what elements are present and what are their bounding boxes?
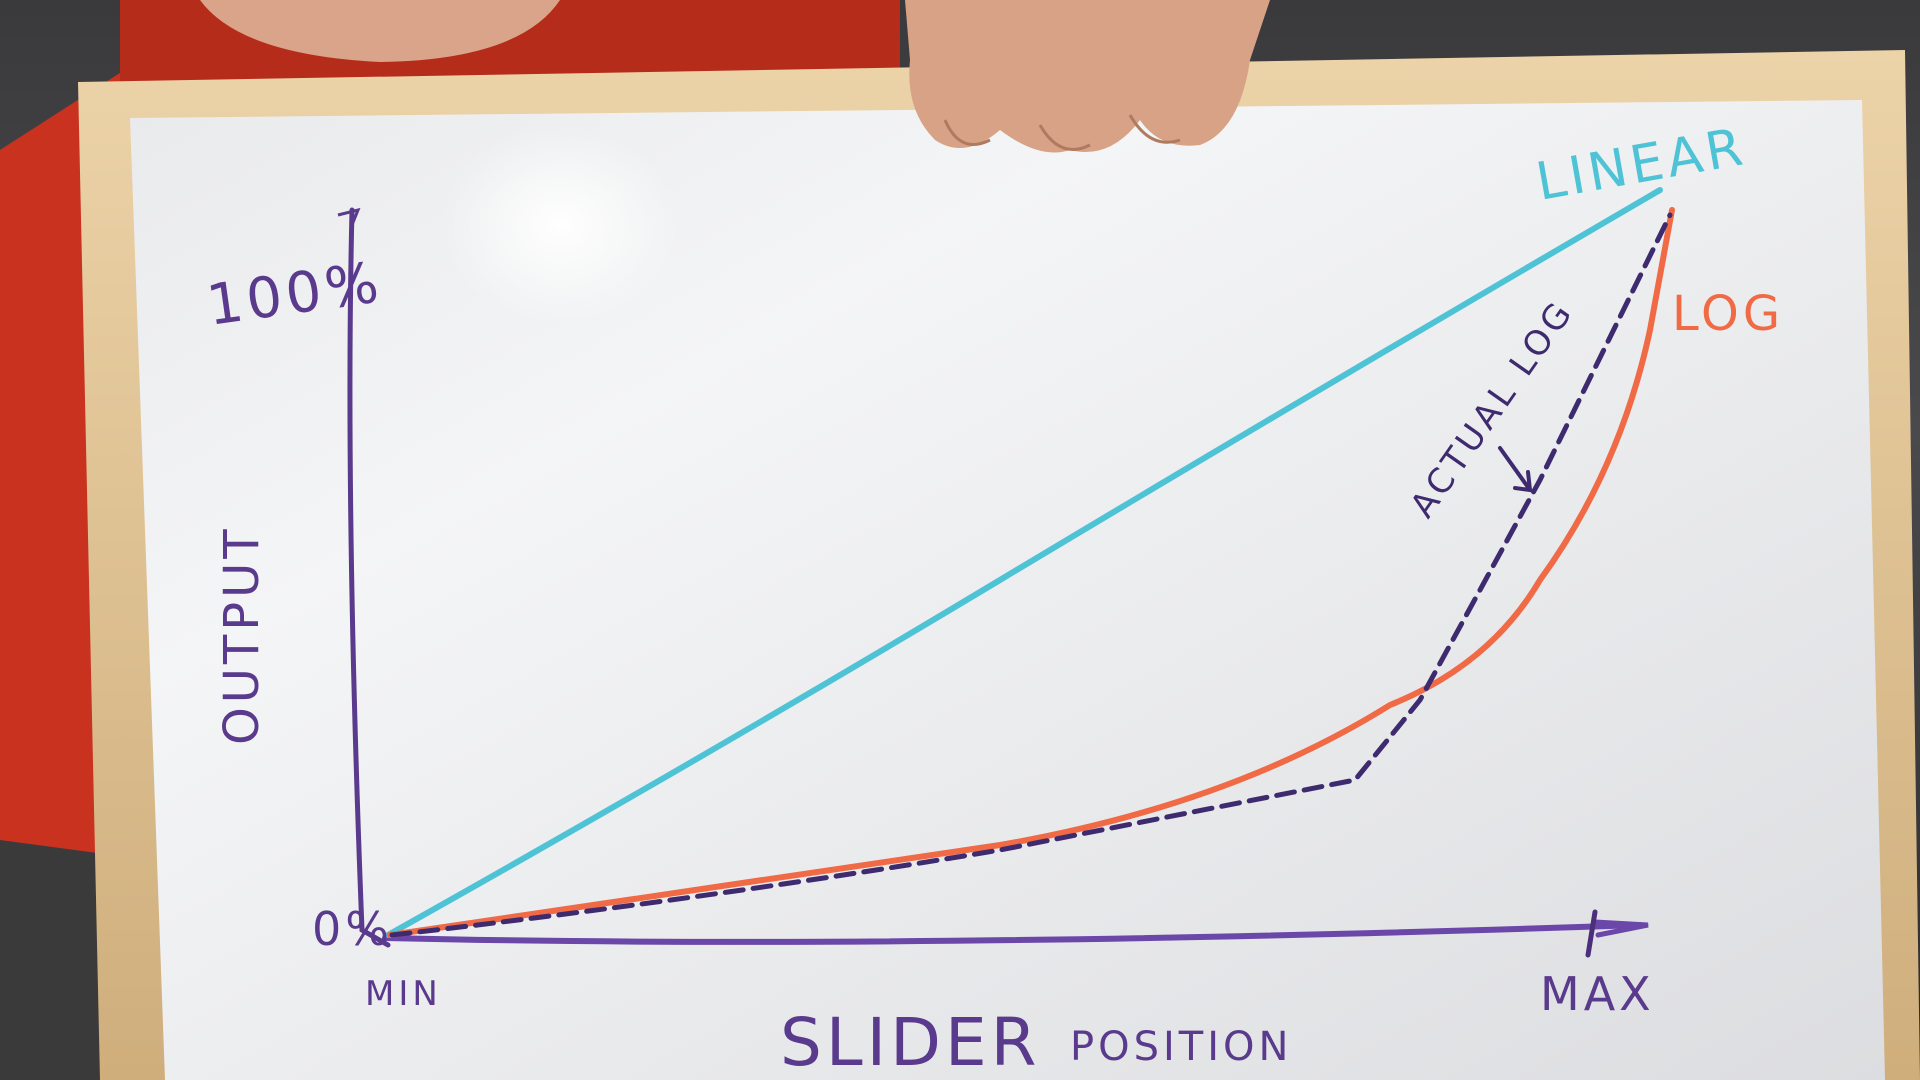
x-min-label: MIN xyxy=(365,974,442,1014)
linear-curve xyxy=(385,187,1663,938)
actual-log-arrow xyxy=(1498,446,1533,493)
y-bottom-label: 0% xyxy=(312,902,393,956)
y-axis xyxy=(337,207,391,948)
x-axis xyxy=(382,909,1649,958)
hand xyxy=(905,0,1270,153)
x-axis-label-small: POSITION xyxy=(1070,1024,1292,1070)
light-glare xyxy=(440,125,680,325)
chin xyxy=(200,0,560,62)
x-axis-label-big: SLIDER xyxy=(780,1004,1041,1080)
x-max-label: MAX xyxy=(1540,967,1655,1021)
y-axis-label: OUTPUT xyxy=(214,525,270,745)
actual-log-curve xyxy=(389,212,1673,938)
log-label: LOG xyxy=(1672,286,1784,342)
log-curve xyxy=(387,207,1675,938)
